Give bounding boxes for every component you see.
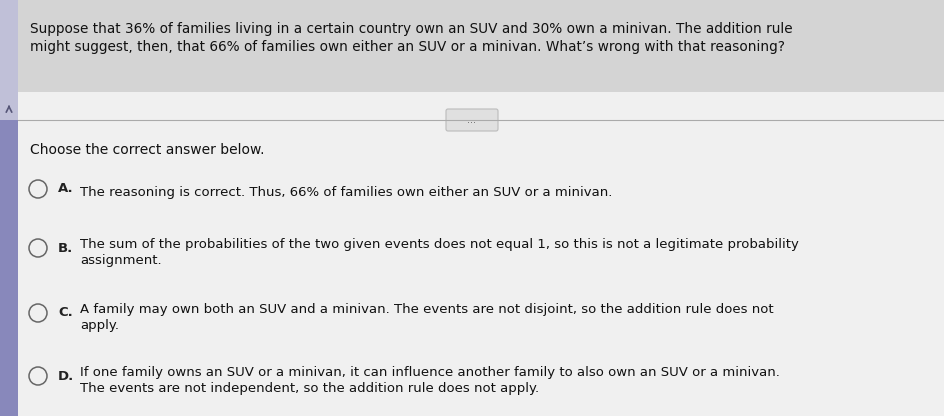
Text: Suppose that 36% of families living in a certain country own an SUV and 30% own : Suppose that 36% of families living in a… bbox=[30, 22, 793, 36]
Text: The reasoning is correct. Thus, 66% of families own either an SUV or a minivan.: The reasoning is correct. Thus, 66% of f… bbox=[80, 186, 613, 199]
FancyBboxPatch shape bbox=[446, 109, 498, 131]
Text: Choose the correct answer below.: Choose the correct answer below. bbox=[30, 143, 264, 157]
FancyBboxPatch shape bbox=[0, 0, 944, 92]
Text: C.: C. bbox=[58, 307, 73, 319]
Text: apply.: apply. bbox=[80, 319, 119, 332]
Text: might suggest, then, that 66% of families own either an SUV or a minivan. What’s: might suggest, then, that 66% of familie… bbox=[30, 40, 785, 54]
Text: B.: B. bbox=[58, 242, 74, 255]
Text: assignment.: assignment. bbox=[80, 254, 161, 267]
Text: The sum of the probabilities of the two given events does not equal 1, so this i: The sum of the probabilities of the two … bbox=[80, 238, 799, 251]
Text: If one family owns an SUV or a minivan, it can influence another family to also : If one family owns an SUV or a minivan, … bbox=[80, 366, 780, 379]
Text: A family may own both an SUV and a minivan. The events are not disjoint, so the : A family may own both an SUV and a miniv… bbox=[80, 303, 774, 316]
FancyBboxPatch shape bbox=[0, 92, 944, 416]
Text: A.: A. bbox=[58, 183, 74, 196]
Text: The events are not independent, so the addition rule does not apply.: The events are not independent, so the a… bbox=[80, 382, 539, 395]
FancyBboxPatch shape bbox=[0, 0, 18, 120]
FancyBboxPatch shape bbox=[0, 120, 18, 416]
Text: ...: ... bbox=[467, 115, 477, 125]
Text: D.: D. bbox=[58, 369, 75, 382]
